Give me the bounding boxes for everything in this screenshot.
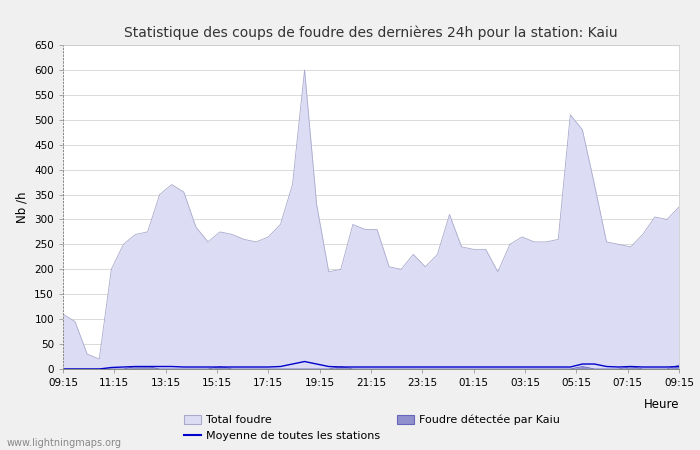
Text: Heure: Heure [643,398,679,411]
Y-axis label: Nb /h: Nb /h [15,191,29,223]
Text: www.lightningmaps.org: www.lightningmaps.org [7,438,122,448]
Legend: Total foudre, Moyenne de toutes les stations, Foudre détectée par Kaiu: Total foudre, Moyenne de toutes les stat… [179,410,564,446]
Title: Statistique des coups de foudre des dernières 24h pour la station: Kaiu: Statistique des coups de foudre des dern… [124,25,618,40]
